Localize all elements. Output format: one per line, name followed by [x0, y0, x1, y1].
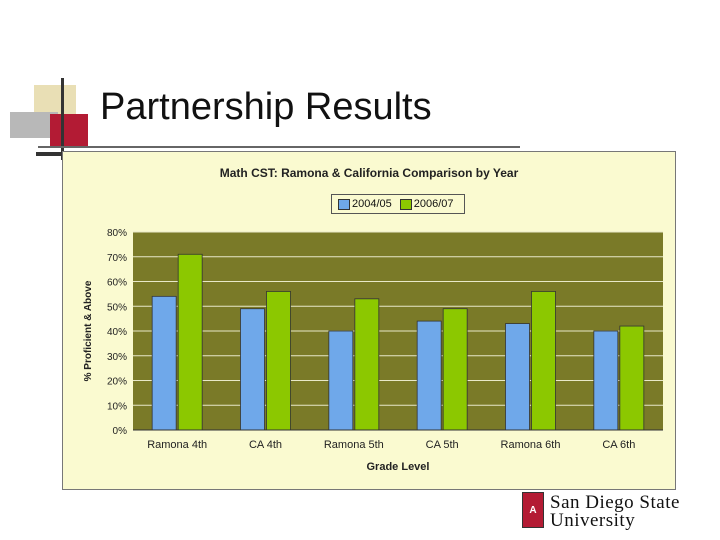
- bar-series-1: [240, 308, 265, 431]
- bar-series-2: [354, 298, 380, 431]
- x-tick-label: Ramona 6th: [501, 439, 561, 451]
- legend-item-series-2: 2006/07: [399, 198, 454, 210]
- y-tick-label: 20%: [107, 377, 127, 388]
- title-underline: [38, 146, 520, 148]
- title-decoration-red-square: [50, 114, 88, 148]
- logo-text-line-2: University: [550, 510, 636, 531]
- legend-swatch-series-2: [399, 198, 412, 210]
- bar-series-2: [531, 290, 556, 431]
- legend-item-series-1: 2004/05: [338, 198, 392, 210]
- bar-chart: 0% 10% 20% 30% 40% 50% 60% 70% 80% Ramona 4th CA 4…: [83, 228, 663, 473]
- title-decoration-vertical-line: [61, 78, 64, 160]
- legend-label-series-2: 2006/07: [413, 198, 454, 210]
- y-tick-label: 70%: [107, 253, 127, 264]
- x-tick-label: Ramona 4th: [147, 439, 207, 451]
- legend-swatch-series-1: [338, 198, 350, 210]
- bar-series-1: [328, 330, 354, 431]
- y-axis-title: % Proficient & Above: [83, 280, 94, 381]
- title-decoration-dash: [36, 152, 66, 156]
- bar-series-2: [619, 325, 645, 431]
- y-tick-label: 30%: [107, 352, 127, 363]
- bar-series-1: [505, 323, 530, 431]
- y-tick-label: 80%: [107, 228, 127, 239]
- y-tick-label: 40%: [107, 327, 127, 338]
- sdsu-logo: A San Diego State University: [522, 492, 712, 532]
- logo-text-line-1: San Diego State: [550, 492, 680, 513]
- bar-series-2: [266, 290, 291, 431]
- bar-series-1: [416, 320, 442, 431]
- x-tick-label: CA 4th: [249, 439, 282, 451]
- sdsu-logo-mark: A: [522, 492, 544, 528]
- y-tick-label: 0%: [113, 426, 128, 437]
- chart-legend: 2004/05 2006/07: [331, 194, 465, 214]
- y-tick-label: 50%: [107, 302, 127, 313]
- bar-series-2: [442, 308, 468, 431]
- legend-label-series-1: 2004/05: [352, 198, 392, 210]
- x-tick-label: CA 5th: [426, 439, 459, 451]
- bar-series-2: [177, 253, 203, 431]
- chart-title: Math CST: Ramona & California Comparison…: [219, 166, 519, 180]
- chart-panel: Math CST: Ramona & California Comparison…: [62, 151, 676, 490]
- y-tick-label: 10%: [107, 401, 127, 412]
- bar-series-1: [593, 330, 619, 431]
- x-axis-title: Grade Level: [367, 461, 430, 473]
- y-tick-label: 60%: [107, 278, 127, 289]
- slide-title: Partnership Results: [100, 86, 432, 128]
- x-tick-label: CA 6th: [602, 439, 635, 451]
- x-tick-label: Ramona 5th: [324, 439, 384, 451]
- bar-series-1: [151, 295, 177, 431]
